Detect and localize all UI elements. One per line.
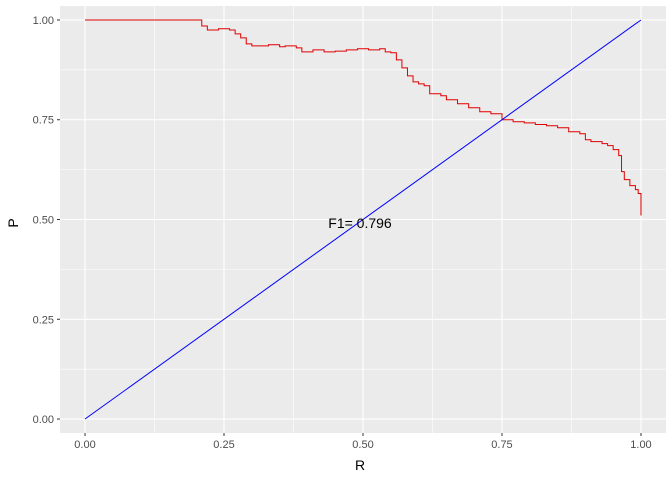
y-tick-label: 1.00 [33, 15, 54, 27]
f1-annotation: F1= 0.796 [328, 215, 392, 231]
series-layer [84, 19, 642, 420]
x-tick-label: 0.25 [213, 439, 234, 451]
y-tick-label: 0.75 [33, 115, 54, 127]
y-axis-title: P [5, 218, 21, 227]
y-tick-label: 0.00 [33, 414, 54, 426]
x-tick-label: 1.00 [630, 439, 651, 451]
x-tick-label: 0.50 [352, 439, 373, 451]
x-tick-label: 0.75 [491, 439, 512, 451]
y-axis-ticks: 0.00 0.25 0.50 0.75 1.00 [33, 15, 60, 426]
x-axis-ticks: 0.00 0.25 0.50 0.75 1.00 [74, 433, 652, 451]
x-tick-label: 0.00 [74, 439, 95, 451]
y-tick-label: 0.50 [33, 215, 54, 227]
precision-recall-line [85, 19, 642, 216]
diagonal-reference-line [84, 19, 642, 420]
x-axis-title: R [355, 457, 365, 473]
y-tick-label: 0.25 [33, 314, 54, 326]
